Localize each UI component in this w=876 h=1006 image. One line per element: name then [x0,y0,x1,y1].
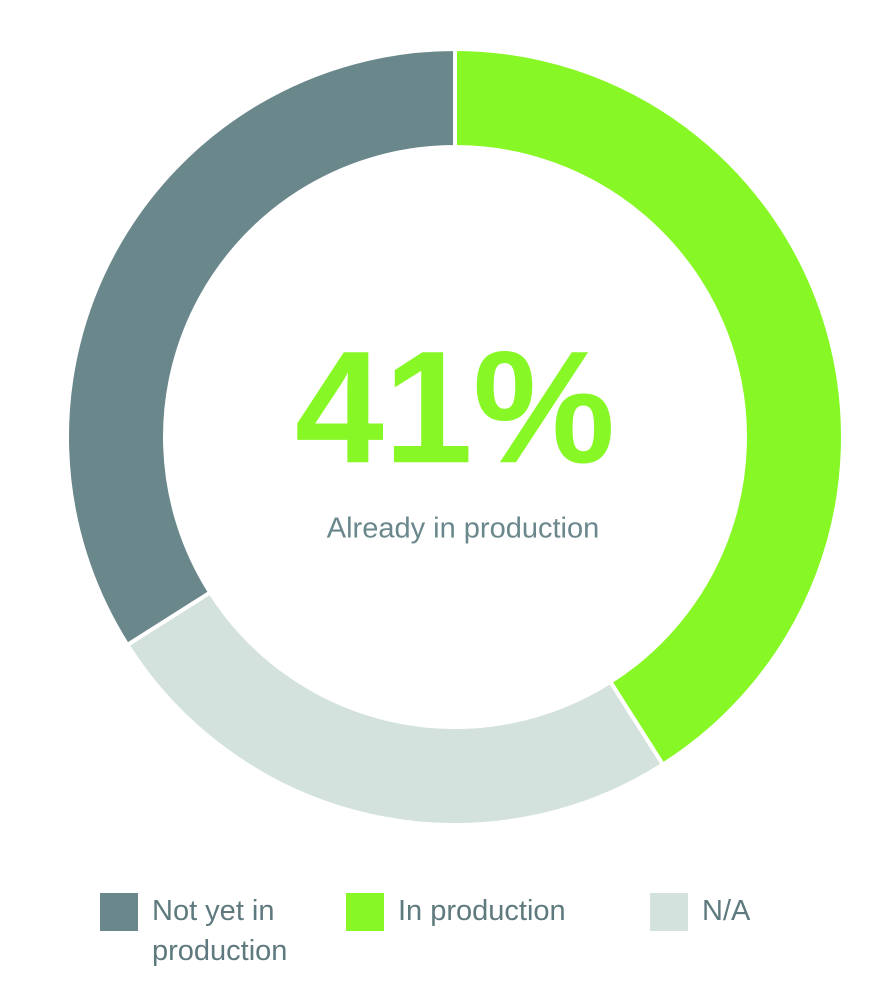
legend-label: Not yet in production [152,895,288,967]
legend-item: Not yet in production [100,893,327,971]
slice [124,589,666,827]
legend-item: N/A [650,893,852,931]
slice [453,46,845,768]
center-value: 41% [295,317,615,496]
legend-swatch [650,893,688,931]
chart: 41% Already in production [65,46,845,827]
legend-swatch [100,893,138,931]
legend-item: In production [346,893,658,931]
legend: Not yet in production In production N/A [0,893,876,993]
slice [65,46,457,648]
center-text: Already in production [327,513,599,545]
legend-label: N/A [702,895,751,927]
legend-label: In production [398,895,566,927]
legend-swatch [346,893,384,931]
